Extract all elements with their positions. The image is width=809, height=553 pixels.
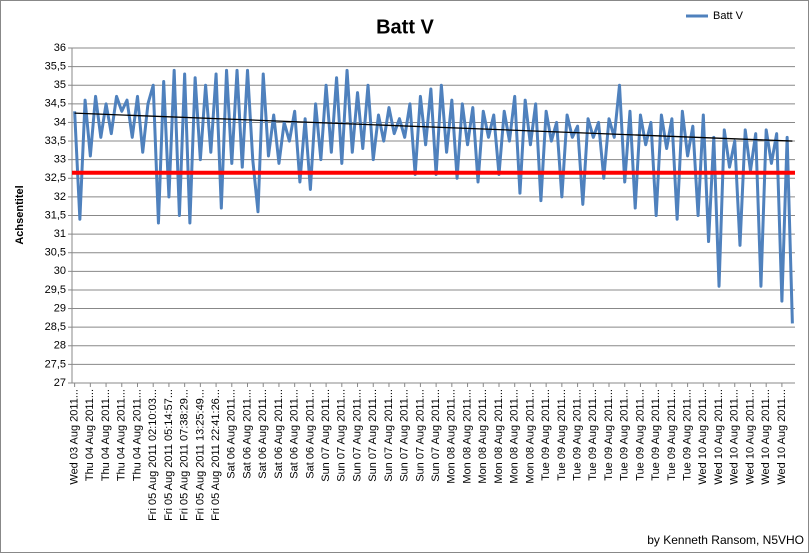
x-tick-label: Mon 08 Aug 2011... [461, 389, 473, 484]
x-tick-label: Mon 08 Aug 2011... [446, 389, 458, 484]
x-tick-label: Sat 06 Aug 2011... [289, 389, 301, 479]
x-tick-label: Sat 06 Aug 2011... [241, 389, 253, 479]
series-line [73, 68, 794, 324]
x-tick-label: Wed 10 Aug 2011... [744, 389, 756, 485]
x-tick-label: Fri 05 Aug 2011 02:10:03... [147, 389, 159, 521]
x-tick-label: Tue 09 Aug 2011... [666, 389, 678, 481]
x-tick-label: Mon 08 Aug 2011... [493, 389, 505, 484]
x-tick-label: Wed 10 Aug 2011... [760, 389, 772, 485]
y-tick-label: 29 [54, 302, 66, 314]
y-tick-label: 30,5 [45, 247, 66, 259]
x-tick-label: Tue 09 Aug 2011... [619, 389, 631, 481]
x-tick-label: Wed 10 Aug 2011... [729, 389, 741, 485]
x-tick-label: Sat 06 Aug 2011... [257, 389, 269, 479]
x-tick-label: Tue 09 Aug 2011... [650, 389, 662, 481]
x-tick-label: Tue 09 Aug 2011... [587, 389, 599, 481]
x-tick-label: Fri 05 Aug 2011 13:25:49... [194, 389, 206, 521]
y-tick-label: 28,5 [45, 321, 66, 333]
x-tick-label: Thu 04 Aug 2011... [131, 389, 143, 481]
trend-line [74, 112, 793, 142]
x-tick-label: Sun 07 Aug 2011... [320, 389, 332, 482]
y-tick-label: 36 [54, 42, 66, 54]
legend-label: Batt V [713, 10, 744, 22]
x-tick-label: Wed 10 Aug 2011... [713, 389, 725, 485]
x-tick-label: Sat 06 Aug 2011... [273, 389, 285, 479]
x-tick-label: Thu 04 Aug 2011... [116, 389, 128, 481]
footer: by Kenneth Ransom, N5VHO [647, 533, 804, 547]
x-tick-label: Tue 09 Aug 2011... [540, 389, 552, 481]
x-tick-label: Thu 04 Aug 2011... [84, 389, 96, 481]
y-tick-label: 31 [54, 228, 66, 240]
x-tick-label: Sun 07 Aug 2011... [383, 389, 395, 482]
x-tick-label: Sat 06 Aug 2011... [304, 389, 316, 479]
y-tick-label: 29,5 [45, 284, 66, 296]
x-tick-label: Sun 07 Aug 2011... [414, 389, 426, 482]
x-tick-label: Tue 09 Aug 2011... [571, 389, 583, 481]
x-tick-label: Sun 07 Aug 2011... [336, 389, 348, 482]
chart-title: Batt V [376, 16, 434, 38]
x-tick-label: Sun 07 Aug 2011... [399, 389, 411, 482]
x-tick-label: Mon 08 Aug 2011... [477, 389, 489, 484]
y-tick-label: 27,5 [45, 358, 66, 370]
x-tick-label: Wed 03 Aug 2011... [69, 389, 81, 485]
y-tick-label: 35 [54, 79, 66, 91]
y-axis-title: Achsentitel [14, 185, 26, 244]
y-tick-label: 30 [54, 265, 66, 277]
x-tick-label: Sun 07 Aug 2011... [367, 389, 379, 482]
y-tick-label: 31,5 [45, 209, 66, 221]
x-tick-label: Fri 05 Aug 2011 07:38:29... [179, 389, 191, 521]
x-tick-label: Tue 09 Aug 2011... [634, 389, 646, 481]
x-tick-label: Sun 07 Aug 2011... [351, 389, 363, 482]
x-tick-label: Fri 05 Aug 2011 22:41:26... [210, 389, 222, 521]
x-tick-label: Sun 07 Aug 2011... [430, 389, 442, 482]
x-tick-label: Wed 10 Aug 2011... [776, 389, 788, 485]
y-tick-label: 32 [54, 191, 66, 203]
y-tick-label: 32,5 [45, 172, 66, 184]
y-tick-label: 34,5 [45, 98, 66, 110]
x-tick-label: Fri 05 Aug 2011 05:14:57... [163, 389, 175, 521]
x-tick-label: Mon 08 Aug 2011... [509, 389, 521, 484]
y-tick-label: 33,5 [45, 135, 66, 147]
y-tick-label: 35,5 [45, 61, 66, 73]
x-tick-label: Wed 10 Aug 2011... [697, 389, 709, 485]
x-tick-label: Tue 09 Aug 2011... [682, 389, 694, 481]
x-tick-label: Tue 09 Aug 2011... [603, 389, 615, 481]
y-tick-label: 28 [54, 340, 66, 352]
y-tick-label: 27 [54, 377, 66, 389]
x-tick-label: Mon 08 Aug 2011... [524, 389, 536, 484]
x-tick-label: Thu 04 Aug 2011... [100, 389, 112, 481]
y-tick-label: 33 [54, 154, 66, 166]
y-tick-label: 34 [54, 116, 66, 128]
x-tick-label: Tue 09 Aug 2011... [556, 389, 568, 481]
x-tick-label: Sat 06 Aug 2011... [226, 389, 238, 479]
